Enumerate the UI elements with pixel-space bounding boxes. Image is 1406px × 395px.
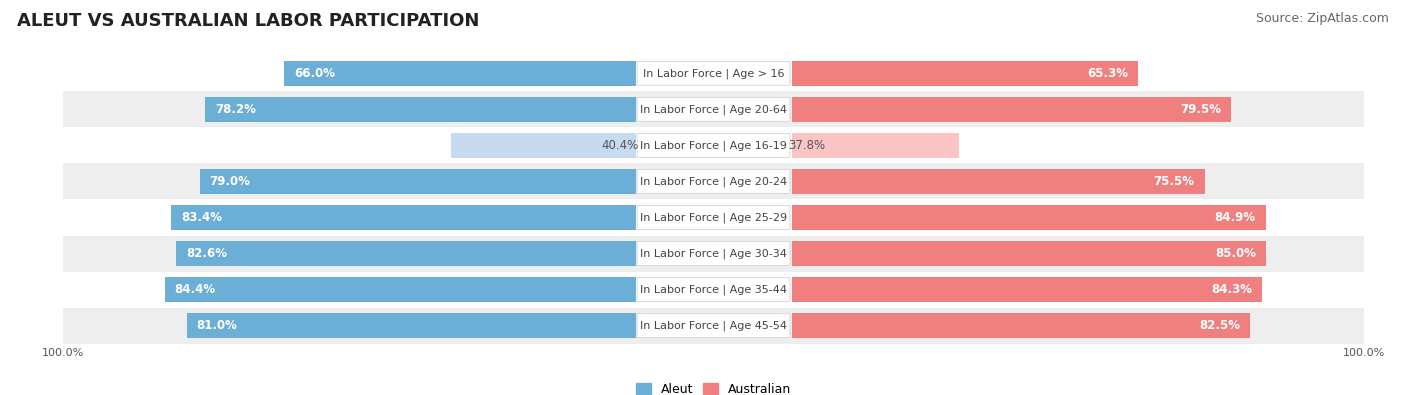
Bar bbox=[792, 169, 1205, 194]
Bar bbox=[792, 277, 1261, 302]
Bar bbox=[205, 97, 636, 122]
Bar bbox=[63, 128, 1364, 164]
Bar bbox=[187, 313, 636, 338]
Bar bbox=[172, 205, 636, 230]
FancyBboxPatch shape bbox=[637, 134, 790, 157]
Bar bbox=[63, 91, 1364, 128]
Text: 82.5%: 82.5% bbox=[1199, 319, 1240, 332]
Text: In Labor Force | Age > 16: In Labor Force | Age > 16 bbox=[643, 68, 785, 79]
Bar bbox=[63, 55, 1364, 91]
Bar bbox=[284, 61, 636, 86]
Bar bbox=[200, 169, 636, 194]
Text: 84.3%: 84.3% bbox=[1211, 283, 1251, 296]
Text: In Labor Force | Age 30-34: In Labor Force | Age 30-34 bbox=[640, 248, 787, 259]
Text: 66.0%: 66.0% bbox=[294, 67, 335, 80]
Bar bbox=[451, 133, 636, 158]
Legend: Aleut, Australian: Aleut, Australian bbox=[631, 378, 796, 395]
Text: 79.5%: 79.5% bbox=[1180, 103, 1220, 116]
FancyBboxPatch shape bbox=[637, 98, 790, 121]
FancyBboxPatch shape bbox=[637, 62, 790, 85]
FancyBboxPatch shape bbox=[637, 242, 790, 265]
Text: In Labor Force | Age 20-64: In Labor Force | Age 20-64 bbox=[640, 104, 787, 115]
FancyBboxPatch shape bbox=[637, 314, 790, 337]
Bar bbox=[63, 164, 1364, 199]
Text: 84.4%: 84.4% bbox=[174, 283, 215, 296]
Bar bbox=[792, 61, 1139, 86]
Text: In Labor Force | Age 45-54: In Labor Force | Age 45-54 bbox=[640, 320, 787, 331]
Text: 37.8%: 37.8% bbox=[789, 139, 825, 152]
Text: 85.0%: 85.0% bbox=[1216, 247, 1257, 260]
Text: 78.2%: 78.2% bbox=[215, 103, 256, 116]
FancyBboxPatch shape bbox=[637, 169, 790, 193]
Bar bbox=[792, 241, 1267, 266]
Bar bbox=[63, 272, 1364, 308]
Text: 82.6%: 82.6% bbox=[186, 247, 228, 260]
Bar bbox=[792, 313, 1250, 338]
Bar bbox=[63, 235, 1364, 272]
Bar bbox=[63, 199, 1364, 235]
Text: 81.0%: 81.0% bbox=[197, 319, 238, 332]
Bar bbox=[63, 308, 1364, 344]
Text: 84.9%: 84.9% bbox=[1215, 211, 1256, 224]
Bar bbox=[792, 133, 959, 158]
Text: 75.5%: 75.5% bbox=[1154, 175, 1195, 188]
Text: ALEUT VS AUSTRALIAN LABOR PARTICIPATION: ALEUT VS AUSTRALIAN LABOR PARTICIPATION bbox=[17, 12, 479, 30]
Text: 79.0%: 79.0% bbox=[209, 175, 250, 188]
Text: 65.3%: 65.3% bbox=[1087, 67, 1129, 80]
FancyBboxPatch shape bbox=[637, 278, 790, 301]
Bar bbox=[792, 97, 1230, 122]
FancyBboxPatch shape bbox=[637, 206, 790, 229]
Bar bbox=[176, 241, 636, 266]
Text: In Labor Force | Age 20-24: In Labor Force | Age 20-24 bbox=[640, 176, 787, 187]
Bar bbox=[792, 205, 1265, 230]
Text: Source: ZipAtlas.com: Source: ZipAtlas.com bbox=[1256, 12, 1389, 25]
Text: In Labor Force | Age 16-19: In Labor Force | Age 16-19 bbox=[640, 140, 787, 150]
Text: 40.4%: 40.4% bbox=[602, 139, 638, 152]
Text: 83.4%: 83.4% bbox=[181, 211, 222, 224]
Text: In Labor Force | Age 35-44: In Labor Force | Age 35-44 bbox=[640, 284, 787, 295]
Bar bbox=[165, 277, 636, 302]
Text: In Labor Force | Age 25-29: In Labor Force | Age 25-29 bbox=[640, 212, 787, 223]
